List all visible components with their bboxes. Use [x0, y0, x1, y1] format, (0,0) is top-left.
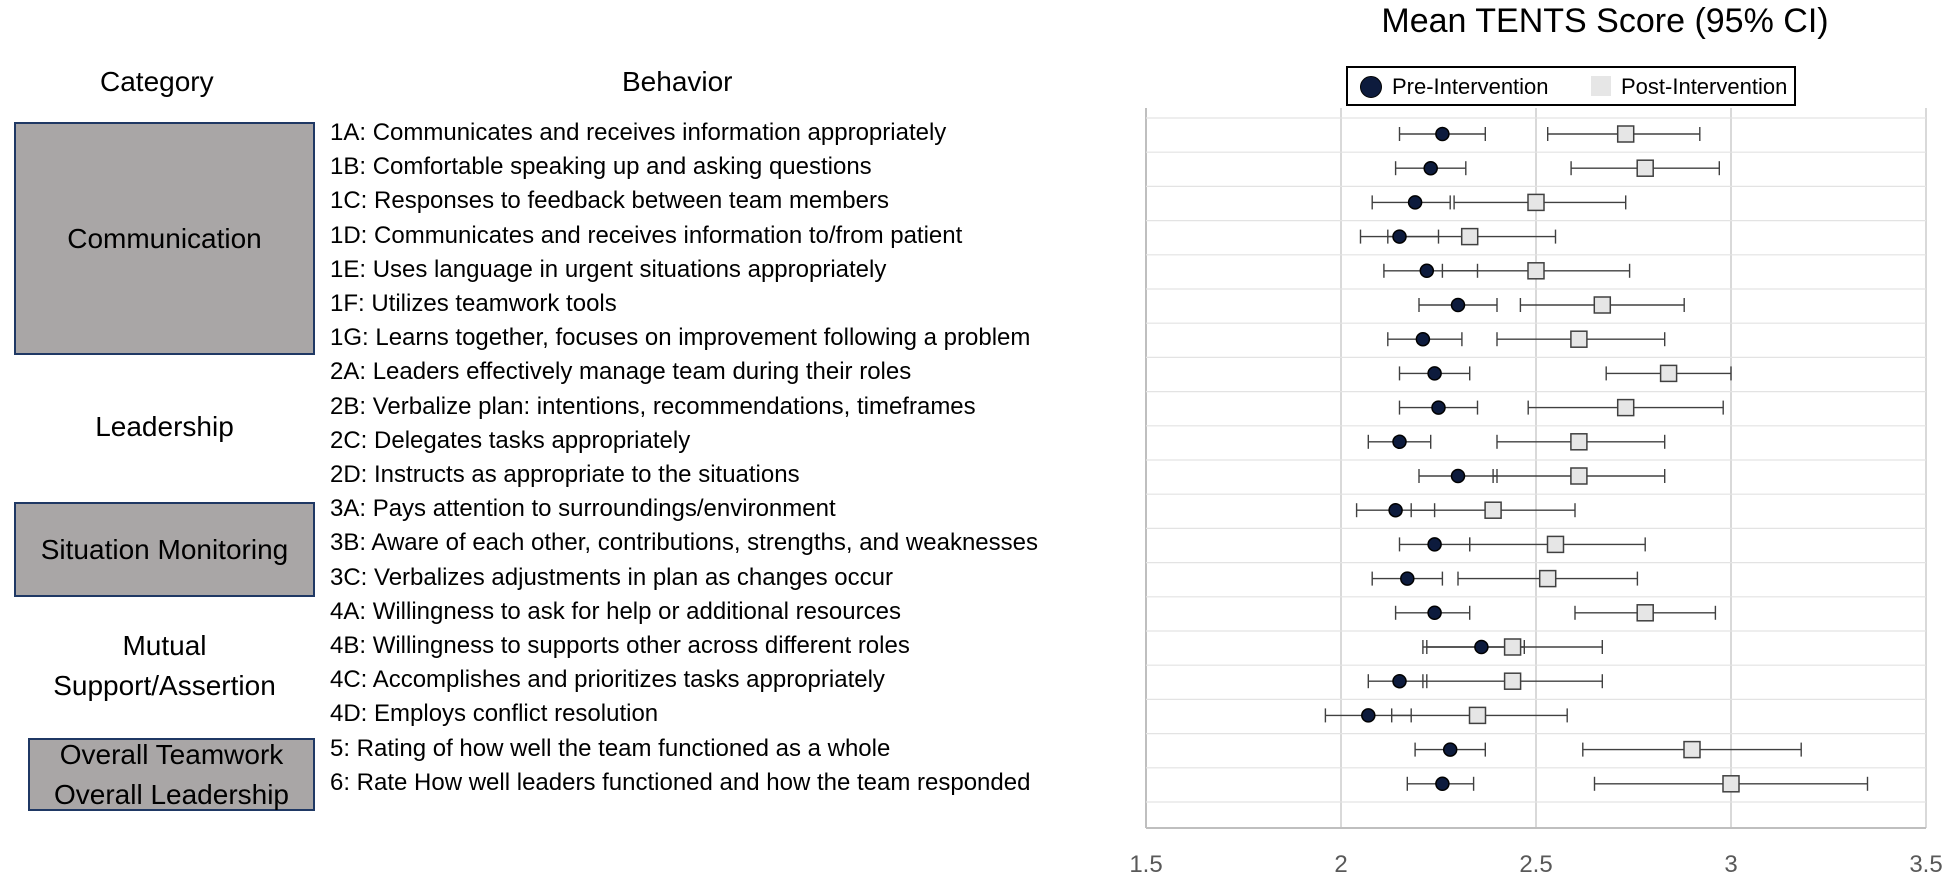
category-column-header: Category — [100, 66, 214, 97]
post-marker — [1616, 125, 1635, 143]
pre-marker — [1435, 776, 1450, 792]
x-tick-label: 2 — [1334, 851, 1347, 878]
pre-marker — [1427, 366, 1442, 381]
category-label: Leadership — [14, 407, 315, 447]
pre-marker — [1431, 400, 1446, 415]
behavior-label: 1B: Comfortable speaking up and asking q… — [330, 153, 872, 181]
post-marker — [1593, 296, 1612, 314]
legend-post-marker — [1591, 76, 1611, 96]
post-marker — [1636, 159, 1654, 177]
behavior-label: 3B: Aware of each other, contributions, … — [330, 529, 1038, 557]
behavior-label: 1G: Learns together, focuses on improvem… — [330, 324, 1031, 352]
behavior-label: 1A: Communicates and receives informatio… — [330, 119, 947, 146]
behavior-label: 1E: Uses language in urgent situations a… — [330, 255, 887, 283]
post-marker — [1722, 775, 1740, 793]
pre-marker — [1474, 639, 1489, 655]
post-marker — [1460, 227, 1479, 246]
behavior-label: 2A: Leaders effectively manage team duri… — [330, 358, 912, 386]
behavior-label: 1D: Communicates and receives informatio… — [330, 221, 963, 249]
post-marker — [1527, 262, 1545, 280]
behavior-label: 1C: Responses to feedback between team m… — [330, 187, 889, 215]
post-marker — [1636, 604, 1654, 622]
pre-marker — [1435, 126, 1450, 142]
post-marker — [1484, 501, 1502, 519]
x-tick-label: 3 — [1724, 851, 1737, 878]
behavior-label: 6: Rate How well leaders functioned and … — [330, 768, 1031, 796]
pre-marker — [1450, 468, 1466, 484]
pre-marker — [1388, 502, 1403, 518]
post-marker — [1570, 467, 1588, 485]
category-label-line: Communication — [67, 222, 262, 254]
pre-marker — [1361, 708, 1376, 723]
category-label: Overall Teamwork Overall Leadership — [28, 735, 315, 815]
pre-marker — [1415, 331, 1431, 347]
post-marker — [1570, 330, 1588, 348]
pre-marker — [1442, 742, 1458, 757]
x-tick-label: 3.5 — [1909, 851, 1942, 878]
category-label-line: Situation Monitoring — [40, 533, 289, 565]
post-marker — [1503, 672, 1522, 690]
pre-marker — [1427, 605, 1442, 621]
behavior-column-header: Behavior — [622, 66, 733, 97]
behavior-label: 2D: Instructs as appropriate to the situ… — [330, 461, 800, 488]
post-marker — [1546, 535, 1565, 554]
behavior-label: 4A: Willingness to ask for help or addit… — [330, 597, 901, 625]
behavior-label: 3C: Verbalizes adjustments in plan as ch… — [330, 563, 893, 591]
behavior-label: 3A: Pays attention to surroundings/envir… — [330, 495, 836, 523]
pre-marker — [1419, 263, 1435, 279]
category-label-line: Overall Teamwork — [59, 738, 284, 770]
category-label: Communication — [14, 219, 315, 259]
behavior-label: 4B: Willingness to supports other across… — [330, 632, 910, 659]
x-tick-label: 2.5 — [1519, 851, 1552, 878]
pre-marker — [1427, 537, 1442, 552]
post-marker — [1538, 569, 1557, 588]
pre-marker — [1450, 297, 1466, 313]
post-marker — [1616, 398, 1635, 417]
pre-marker — [1400, 571, 1415, 586]
post-marker — [1683, 740, 1701, 759]
behavior-label: 1F: Utilizes teamwork tools — [330, 290, 617, 317]
legend-pre-marker — [1360, 76, 1382, 98]
post-marker — [1468, 706, 1487, 725]
pre-marker — [1407, 195, 1423, 210]
category-label-line: Mutual — [122, 630, 207, 662]
legend: Pre-Intervention Post-Intervention — [1346, 66, 1796, 106]
post-marker — [1527, 193, 1545, 212]
pre-marker — [1392, 229, 1407, 244]
pre-marker — [1392, 434, 1407, 450]
category-box — [28, 738, 315, 811]
post-marker — [1659, 364, 1678, 383]
post-marker — [1570, 433, 1588, 451]
category-box — [14, 502, 315, 597]
category-label-line: Overall Leadership — [53, 778, 290, 810]
behavior-label: 4C: Accomplishes and prioritizes tasks a… — [330, 666, 885, 694]
x-tick-label: 1.5 — [1129, 851, 1162, 878]
pre-marker — [1423, 160, 1438, 176]
behavior-label: 4D: Employs conflict resolution — [330, 700, 659, 728]
legend-post-label: Post-Intervention — [1621, 74, 1788, 99]
category-label-line: Leadership — [95, 410, 234, 442]
category-box — [14, 122, 315, 356]
behavior-label: 2C: Delegates tasks appropriately — [330, 426, 691, 454]
category-label: Mutual Support/Assertion — [14, 626, 315, 706]
chart-title: Mean TENTS Score (95% CI) — [1381, 2, 1829, 40]
category-label: Situation Monitoring — [14, 530, 315, 570]
behavior-label: 5: Rating of how well the team functione… — [330, 734, 891, 762]
behavior-label: 2B: Verbalize plan: intentions, recommen… — [330, 392, 976, 420]
category-label-line: Support/Assertion — [53, 670, 276, 702]
post-marker — [1503, 638, 1522, 656]
pre-marker — [1392, 673, 1407, 689]
legend-pre-label: Pre-Intervention — [1392, 74, 1549, 99]
